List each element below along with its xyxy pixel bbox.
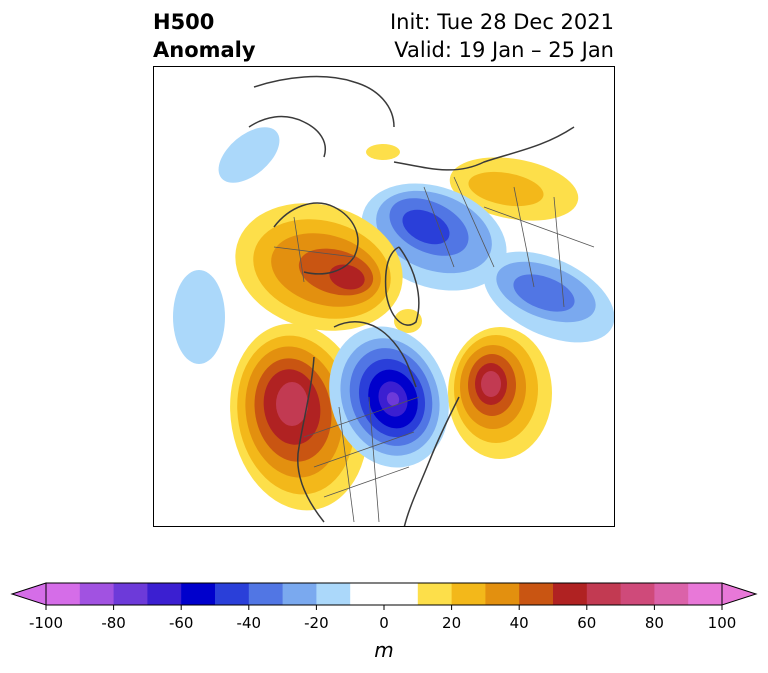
anomaly-label: Anomaly	[153, 38, 256, 62]
colorbar-segment	[654, 583, 689, 605]
colorbar-segment	[79, 583, 115, 605]
colorbar-segment	[350, 583, 385, 605]
negative-anomaly-pacific	[173, 270, 225, 364]
colorbar-segment	[417, 583, 453, 605]
colorbar-tick-label: 20	[442, 614, 462, 632]
colorbar-tick-label: 40	[509, 614, 529, 632]
variable-label: H500	[153, 10, 215, 34]
colorbar-segment	[519, 583, 554, 605]
colorbar-tick-label: 60	[577, 614, 597, 632]
positive-anomaly-arctic	[366, 144, 400, 160]
colorbar-unit-label: m	[374, 638, 394, 662]
colorbar-segment	[113, 583, 148, 605]
positive-anomaly-greenland-small	[394, 309, 422, 333]
colorbar-segment	[553, 583, 588, 605]
anomaly-map	[153, 66, 615, 527]
colorbar-tick-label: 80	[644, 614, 664, 632]
colorbar-segment	[181, 583, 216, 605]
colorbar-tick-label: -40	[236, 614, 262, 632]
coastlines	[248, 75, 575, 526]
valid-date-label: Valid: 19 Jan – 25 Jan	[394, 38, 614, 62]
colorbar-segment	[248, 583, 284, 605]
plot-title-right: Init: Tue 28 Dec 2021 Valid: 19 Jan – 25…	[390, 8, 614, 64]
colorbar-segment	[215, 583, 250, 605]
negative-anomaly-east-america	[329, 326, 449, 468]
colorbar	[10, 582, 758, 610]
colorbar-under-arrow	[10, 582, 47, 606]
colorbar-segment	[451, 583, 486, 605]
plot-title-left: H500 Anomaly	[153, 8, 256, 64]
colorbar-tick-label: -100	[28, 614, 64, 632]
colorbar-tick-label: -60	[168, 614, 194, 632]
colorbar-segment	[46, 583, 81, 605]
colorbar-segment	[282, 583, 317, 605]
positive-anomaly-atlantic	[448, 327, 552, 459]
colorbar-segment	[688, 583, 723, 605]
colorbar-segment	[620, 583, 655, 605]
colorbar-segment	[316, 583, 351, 605]
colorbar-ticks	[45, 605, 723, 610]
map-svg	[173, 75, 614, 526]
positive-anomaly-west-america	[230, 323, 368, 511]
colorbar-segment	[384, 583, 419, 605]
colorbar-over-arrow	[721, 582, 758, 606]
colorbar-tick-label: -20	[304, 614, 329, 632]
colorbar-segment	[147, 583, 182, 605]
negative-anomaly-bering	[218, 127, 280, 183]
colorbar-tick-label: -80	[101, 614, 126, 632]
colorbar-segments	[46, 583, 723, 605]
colorbar-segment	[485, 583, 520, 605]
colorbar-segment	[586, 583, 622, 605]
colorbar-tick-label: 100	[707, 614, 737, 632]
positive-anomaly-scandinavia	[235, 203, 403, 331]
borders	[273, 176, 595, 523]
init-date-label: Init: Tue 28 Dec 2021	[389, 10, 614, 34]
colorbar-tick-label: 0	[379, 614, 389, 632]
